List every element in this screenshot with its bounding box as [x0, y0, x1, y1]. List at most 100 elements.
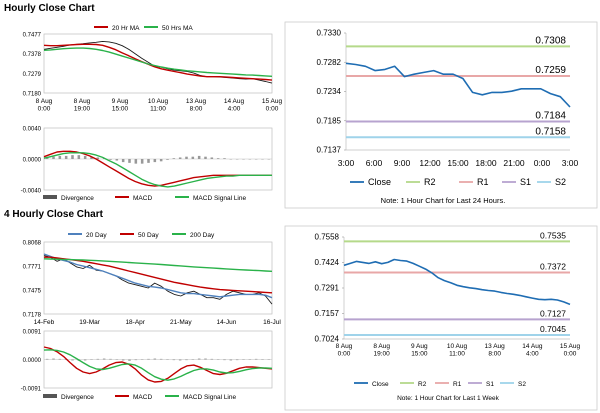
divergence-bar	[128, 159, 131, 163]
legend-swatch-divergence	[43, 195, 57, 199]
legend-label: R2	[418, 381, 427, 388]
x-tick-label: 0:00	[534, 158, 551, 168]
divergence-bar	[71, 359, 74, 361]
divergence-bar	[210, 157, 214, 159]
legend-label: S2	[555, 177, 566, 187]
x-tick-label: 14-Feb	[34, 319, 55, 326]
x-tick-label: 8 Aug 0:00	[336, 343, 353, 358]
divergence-bar	[210, 358, 214, 360]
divergence-bar	[121, 159, 125, 163]
chart-note: Note: 1 Hour Chart for Last 24 Hours.	[381, 196, 506, 205]
x-tick-label: 19-Mar	[79, 319, 100, 326]
legend-label: Divergence	[61, 195, 94, 202]
x-tick-label: 12:00	[419, 158, 441, 168]
divergence-bar	[58, 155, 62, 159]
x-tick-label: 14 Aug 4:00	[224, 98, 245, 113]
series-line-50-day	[44, 256, 273, 294]
level-label-r1: 0.7259	[535, 65, 566, 76]
divergence-bar	[121, 359, 125, 361]
divergence-bar	[128, 359, 131, 361]
x-tick-label: 10 Aug 11:00	[447, 343, 468, 358]
x-tick-label: 14 Aug 4:00	[522, 343, 543, 358]
y-tick-label: -0.0091	[21, 387, 42, 393]
legend-label: S2	[518, 381, 526, 388]
y-tick-label: 0.7771	[23, 265, 42, 271]
y-tick-label: 0.7279	[23, 72, 42, 78]
divergence-bar	[229, 359, 233, 361]
y-tick-label: 0.7157	[315, 309, 340, 318]
series-line-close	[345, 62, 571, 108]
divergence-bar	[90, 156, 93, 159]
x-tick-label: 9 Aug 15:00	[112, 98, 129, 113]
hourly-section-title: Hourly Close Chart	[4, 3, 95, 14]
divergence-bar	[140, 159, 144, 164]
divergence-bar	[159, 358, 163, 360]
legend-label: 50 Day	[138, 232, 159, 239]
level-label-r2: 0.7308	[535, 35, 566, 46]
divergence-bar	[52, 358, 55, 360]
y-tick-label: 0.7178	[23, 313, 42, 319]
legend-label: MACD Signal Line	[193, 195, 246, 202]
legend-label: Close	[368, 177, 391, 187]
divergence-bar	[185, 359, 188, 361]
legend-label: Divergence	[61, 394, 94, 401]
x-tick-label: 10 Aug 11:00	[148, 98, 169, 113]
hourly-levels-chart: 0.7330 0.7282 0.7234 0.7185 0.7137 3:00 6:00 9:…	[317, 29, 579, 206]
x-tick-label: 8 Aug 0:00	[36, 98, 53, 113]
divergence-bar	[178, 359, 182, 361]
divergence-bar	[58, 358, 62, 360]
x-tick-label: 15 Aug 0:00	[262, 98, 283, 113]
divergence-bar	[223, 359, 226, 361]
divergence-bar	[147, 358, 150, 360]
hourly-levels-frame	[284, 21, 598, 209]
y-tick-label: 0.7185	[317, 116, 342, 125]
level-label-r1: 0.7372	[540, 262, 566, 272]
divergence-bar	[172, 158, 176, 159]
x-tick-label: 15 Aug 0:00	[560, 343, 581, 358]
y-tick-label: 0.8068	[23, 241, 42, 247]
divergence-bar	[52, 156, 55, 159]
divergence-bar	[235, 359, 239, 361]
x-tick-label: 8 Aug 19:00	[373, 343, 390, 358]
divergence-bar	[134, 159, 138, 164]
hourly-macd-chart: 0.0040 0.0000 -0.0040 Divergence MACD MACD Si…	[21, 127, 273, 202]
divergence-bar	[83, 155, 87, 159]
y-tick-label: 0.7291	[315, 284, 340, 293]
x-tick-label: 21:00	[503, 158, 525, 168]
x-tick-label: 18-Apr	[125, 319, 145, 326]
legend-label: MACD	[133, 394, 152, 401]
y-tick-label: 0.7558	[315, 233, 340, 242]
series-line-200-day	[43, 258, 273, 272]
legend-swatch-divergence	[43, 394, 57, 398]
level-label-s2: 0.7045	[540, 324, 566, 334]
y-tick-label: 0.7424	[315, 258, 340, 267]
x-tick-label: 21-May	[170, 319, 192, 326]
x-tick-label: 3:00	[562, 158, 579, 168]
divergence-bar	[153, 358, 157, 360]
x-tick-label: 3:00	[338, 158, 355, 168]
divergence-bar	[166, 159, 169, 160]
legend-label: R2	[424, 177, 436, 187]
x-tick-label: 16-Jul	[263, 319, 281, 326]
chart-note: Note: 1 Hour Chart for Last 1 Week	[397, 395, 500, 402]
divergence-bar	[102, 358, 106, 360]
y-tick-label: 0.7024	[315, 335, 340, 344]
series-line-macd-signal-line	[43, 349, 273, 381]
divergence-bar	[96, 157, 100, 159]
divergence-bar	[197, 155, 201, 159]
y-tick-label: 0.7477	[23, 33, 42, 39]
divergence-bar	[83, 359, 87, 361]
series-line-20-day	[43, 253, 273, 299]
divergence-bar	[216, 158, 220, 159]
y-tick-label: 0.7180	[23, 92, 42, 98]
divergence-bar	[172, 359, 176, 361]
legend-label: MACD Signal Line	[183, 394, 236, 401]
series-line-20-hr-ma	[43, 43, 273, 81]
y-tick-label: 0.7137	[317, 146, 342, 155]
x-tick-label: 15:00	[447, 158, 469, 168]
level-label-r2: 0.7535	[540, 230, 566, 240]
x-tick-label: 8 Aug 19:00	[74, 98, 91, 113]
